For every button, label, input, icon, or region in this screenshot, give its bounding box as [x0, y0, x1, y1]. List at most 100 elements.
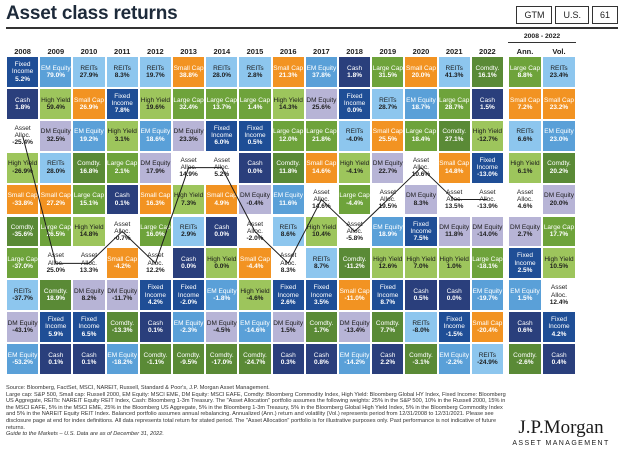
asset-class-label: REITs	[345, 128, 364, 136]
year-header: 2017	[313, 47, 330, 56]
return-value: 1.5%	[280, 327, 296, 335]
asset-class-label: DM Equity	[239, 192, 270, 200]
return-value: 0.3%	[280, 359, 296, 367]
return-value: 1.5%	[517, 295, 533, 303]
asset-class-label: Small Cap	[306, 160, 337, 168]
return-value: -13.3%	[111, 327, 133, 335]
asset-class-label: Large Cap	[439, 96, 470, 104]
return-value: -4.5%	[213, 327, 231, 335]
asset-class-label: REITs	[80, 64, 98, 72]
asset-class-label: Small Cap	[239, 256, 270, 264]
return-value: 28.0%	[212, 71, 231, 79]
asset-class-label: Fixed Income	[277, 284, 299, 299]
return-value: 2.2%	[380, 359, 396, 367]
cell-2016-comdty: Comdty. 11.8%	[271, 151, 305, 184]
asset-class-label: Cash	[347, 64, 363, 72]
return-value: 26.5%	[46, 231, 65, 239]
cell-2016-cash: Cash 0.3%	[271, 343, 305, 375]
cell-2011-high-yield: High Yield 3.1%	[105, 119, 139, 152]
return-value: 14.8%	[444, 167, 464, 175]
return-value: -8.0%	[412, 327, 430, 335]
return-value: 16.0%	[146, 231, 165, 239]
return-value: 17.7%	[549, 231, 569, 239]
asset-class-label: REITs	[550, 64, 568, 72]
cell-2018-reits: REITs -4.0%	[338, 119, 372, 152]
asset-class-label: Large Cap	[405, 128, 437, 136]
return-value: 1.7%	[313, 327, 329, 335]
return-value: -13.4%	[344, 327, 365, 335]
asset-class-label: DM Equity	[40, 128, 71, 136]
asset-class-label: DM Equity	[439, 224, 470, 232]
cell-2012-cash: Cash 0.1%	[138, 311, 172, 344]
return-value: -4.1%	[346, 167, 364, 175]
cell-2020-reits: REITs -8.0%	[404, 311, 438, 344]
asset-class-label: Fixed Income	[11, 61, 34, 76]
cell-2021-small-cap: Small Cap 14.8%	[437, 151, 471, 184]
return-value: -3.1%	[412, 359, 430, 367]
cell-2018-dm-equity: DM Equity -13.4%	[338, 311, 372, 344]
cell-2017-asset-alloc: Asset Alloc. 14.6%	[304, 183, 338, 216]
cell-2008-large-cap: Large Cap -37.0%	[6, 247, 40, 280]
asset-class-label: Asset Alloc.	[379, 188, 396, 203]
cell-2010-high-yield: High Yield 14.8%	[72, 215, 106, 248]
cell-2017-large-cap: Large Cap 21.8%	[304, 119, 338, 152]
volatility-header: Vol.	[552, 47, 566, 56]
cell-2012-reits: REITs 19.7%	[138, 56, 172, 88]
cell-2022-fixed-income: Fixed Income -13.0%	[470, 151, 504, 184]
annualized-small-cap: Small Cap 7.2%	[508, 87, 542, 120]
asset-class-label: Fixed Income	[514, 252, 536, 267]
return-value: -43.1%	[12, 327, 33, 335]
asset-class-label: Comdty.	[547, 160, 571, 168]
return-value: 18.9%	[378, 231, 397, 239]
cell-2010-dm-equity: DM Equity 8.2%	[72, 279, 106, 312]
return-value: -33.8%	[12, 199, 33, 207]
return-value: 16.1%	[478, 71, 497, 79]
cell-2016-small-cap: Small Cap 21.3%	[271, 56, 305, 88]
return-value: 10.5%	[549, 263, 569, 271]
asset-class-label: Small Cap	[7, 192, 38, 200]
year-header: 2010	[80, 47, 98, 56]
cell-2010-comdty: Comdty. 16.8%	[72, 151, 106, 184]
cell-2011-comdty: Comdty. -13.3%	[105, 311, 139, 344]
return-value: 0.1%	[147, 327, 163, 335]
return-value: 23.3%	[179, 135, 198, 143]
asset-class-label: High Yield	[306, 224, 337, 232]
annualized-cash: Cash 0.6%	[508, 311, 542, 344]
cell-2012-dm-equity: DM Equity 17.9%	[138, 151, 172, 184]
cell-2013-dm-equity: DM Equity 23.3%	[172, 119, 206, 152]
return-value: 31.5%	[378, 71, 397, 79]
return-value: 0.4%	[551, 359, 567, 367]
asset-class-label: Fixed Income	[111, 92, 133, 108]
logo-wordmark: J.P.Morgan	[518, 417, 604, 438]
return-value: 28.7%	[378, 103, 397, 111]
cell-2022-comdty: Comdty. 16.1%	[470, 56, 504, 88]
asset-class-label: Cash	[181, 256, 197, 264]
cell-2019-em-equity: EM Equity 18.9%	[371, 215, 405, 248]
asset-class-label: EM Equity	[544, 128, 574, 136]
annualized-dm-equity: DM Equity 2.7%	[508, 215, 542, 248]
cell-2014-small-cap: Small Cap 4.9%	[205, 183, 239, 216]
return-value: 26.9%	[79, 103, 99, 111]
year-header: 2022	[479, 47, 496, 56]
asset-class-label: Cash	[48, 351, 64, 359]
asset-class-label: REITs	[312, 256, 331, 264]
asset-class-label: High Yield	[207, 256, 237, 264]
asset-class-label: DM Equity	[372, 160, 403, 168]
cell-2009-asset-alloc: Asset Alloc. 25.0%	[39, 247, 73, 280]
asset-class-label: Small Cap	[173, 64, 204, 72]
return-value: -37.0%	[12, 263, 33, 271]
return-value: 19.7%	[146, 71, 165, 79]
return-value: 79.0%	[46, 71, 65, 79]
return-value: 8.3%	[280, 266, 296, 274]
cell-2008-cash: Cash 1.8%	[6, 87, 40, 120]
cell-2018-high-yield: High Yield -4.1%	[338, 151, 372, 184]
return-value: 18.9%	[46, 295, 65, 303]
return-value: 2.5%	[517, 266, 533, 274]
return-value: 23.2%	[549, 103, 569, 111]
return-value: 1.8%	[347, 71, 362, 79]
cell-2021-em-equity: EM Equity -2.2%	[437, 343, 471, 375]
return-value: 5.2%	[214, 171, 230, 179]
volatility-fixed-income: Fixed Income 4.2%	[542, 311, 576, 344]
badge-page-number: 61	[591, 6, 618, 24]
asset-class-label: Large Cap	[7, 256, 38, 264]
